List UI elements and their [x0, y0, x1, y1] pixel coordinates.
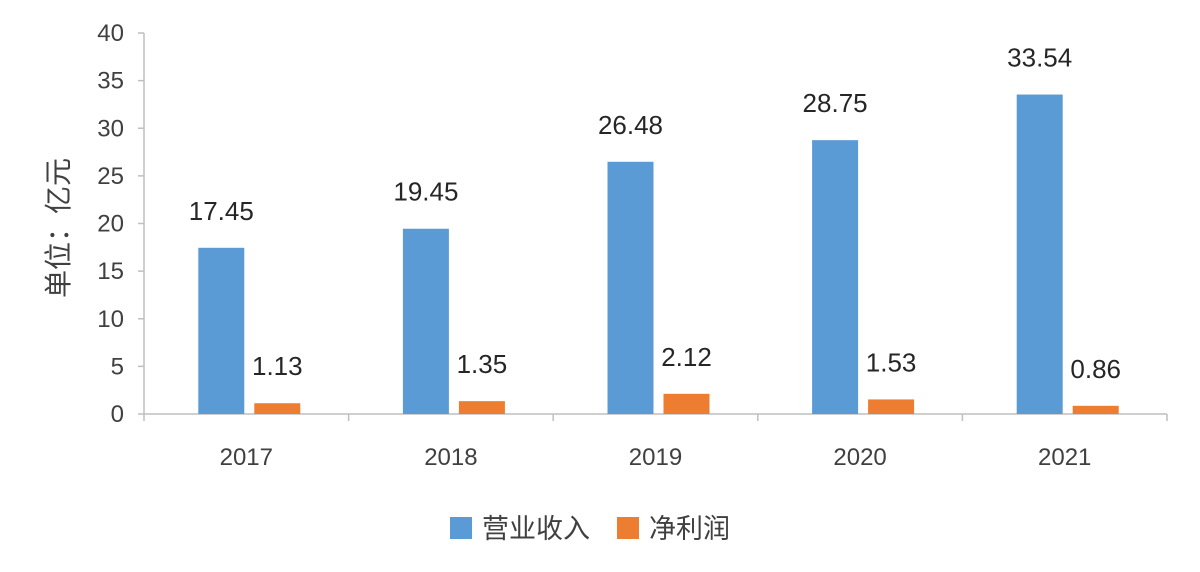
- legend-swatch: [450, 517, 472, 539]
- bar-revenue-2020: [812, 140, 859, 414]
- x-tick-label: 2020: [833, 444, 886, 471]
- data-label: 17.45: [189, 196, 254, 226]
- data-label: 2.12: [661, 342, 712, 372]
- axes: 0 5 10 15 20 25 30 35 40 2017 2018 2019 2020 2021: [97, 20, 1168, 471]
- x-tick-label: 2021: [1038, 444, 1091, 471]
- legend-swatch: [617, 517, 639, 539]
- data-label: 0.86: [1070, 354, 1121, 384]
- y-tick-label: 10: [97, 306, 124, 333]
- legend-label: 净利润: [649, 514, 730, 545]
- y-tick-label: 25: [97, 163, 124, 190]
- legend-item-revenue: 营业收入: [450, 514, 590, 545]
- bar-revenue-2021: [1016, 94, 1063, 415]
- y-tick-label: 30: [97, 115, 124, 142]
- y-axis-title: 单位：亿元: [42, 158, 75, 298]
- y-tick-label: 20: [97, 211, 124, 238]
- y-tick-label: 40: [97, 20, 124, 47]
- data-label: 1.53: [866, 347, 917, 377]
- bar-revenue-2017: [198, 247, 245, 414]
- y-tick-label: 5: [111, 353, 124, 380]
- data-label: 19.45: [393, 177, 458, 207]
- bar-net-profit-2021: [1072, 405, 1119, 414]
- data-labels: 17.45 19.45 26.48 28.75 33.54 1.13 1.35 2.12 1.5…: [189, 43, 1121, 384]
- data-label: 1.35: [457, 349, 508, 379]
- y-tick-label: 35: [97, 68, 124, 95]
- legend-label: 营业收入: [482, 514, 590, 545]
- bar-revenue-2019: [607, 161, 654, 414]
- bar-net-profit-2020: [868, 399, 915, 414]
- bar-net-profit-2018: [458, 401, 505, 414]
- data-label: 1.13: [252, 351, 303, 381]
- data-label: 28.75: [803, 88, 868, 118]
- bar-net-profit-2017: [254, 403, 301, 414]
- x-tick-label: 2017: [220, 444, 273, 471]
- data-label: 33.54: [1007, 43, 1072, 73]
- y-tick-label: 15: [97, 258, 124, 285]
- bar-net-profit-2019: [663, 393, 710, 414]
- legend-item-net-profit: 净利润: [617, 514, 730, 545]
- bar-revenue-2018: [402, 228, 449, 414]
- x-tick-label: 2019: [629, 444, 682, 471]
- legend: 营业收入 净利润: [450, 514, 730, 545]
- bars: [198, 94, 1119, 415]
- x-tick-label: 2018: [424, 444, 477, 471]
- y-tick-label: 0: [111, 401, 124, 428]
- data-label: 26.48: [598, 110, 663, 140]
